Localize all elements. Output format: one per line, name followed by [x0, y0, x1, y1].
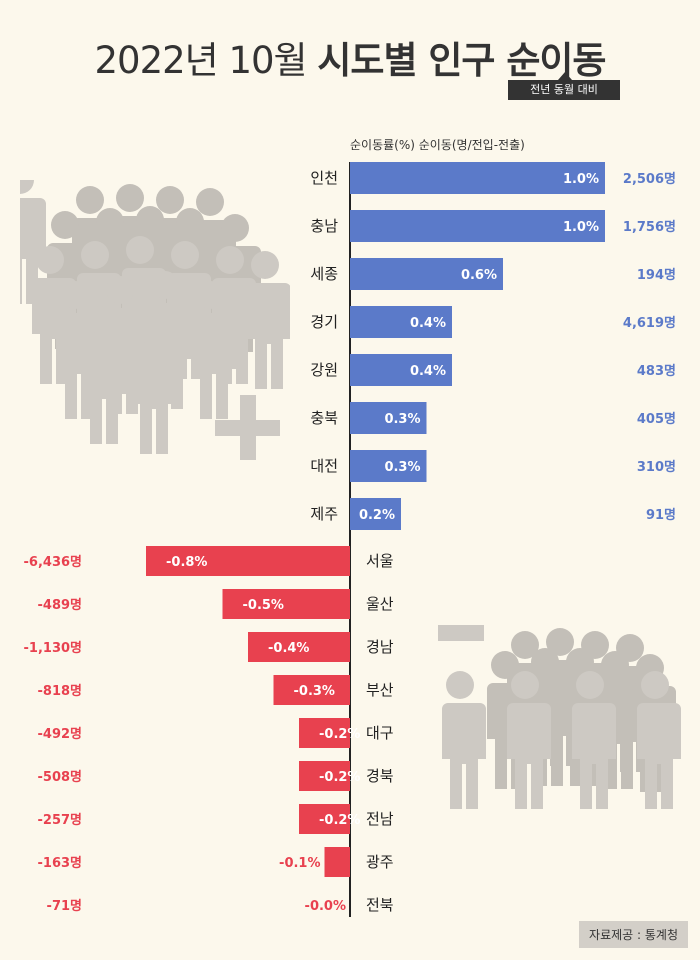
category-label-경기: 경기	[310, 313, 338, 331]
title-date: 2022년 10월	[94, 39, 318, 82]
count-label-인천: 2,506명	[623, 171, 676, 187]
category-label-울산: 울산	[366, 595, 394, 613]
rate-label-경북: -0.2%	[319, 770, 360, 785]
chart-axis	[349, 162, 351, 917]
count-label-세종: 194명	[637, 267, 676, 283]
bar-경남	[248, 632, 350, 662]
count-label-울산: -489명	[38, 597, 83, 613]
bar-광주	[324, 847, 350, 877]
people-crowd-plus-icon	[20, 180, 290, 460]
rate-label-서울: -0.8%	[166, 555, 207, 570]
category-label-강원: 강원	[310, 361, 338, 379]
rate-label-충남: 1.0%	[563, 220, 599, 235]
rate-label-전북: -0.0%	[305, 899, 346, 914]
rate-label-부산: -0.3%	[294, 684, 335, 699]
count-label-경남: -1,130명	[24, 640, 82, 656]
category-label-부산: 부산	[366, 681, 394, 699]
bar-충북	[350, 402, 427, 434]
category-label-충남: 충남	[310, 217, 338, 235]
count-label-경북: -508명	[38, 769, 83, 785]
count-label-전북: -71명	[47, 898, 82, 914]
count-label-경기: 4,619명	[623, 315, 676, 331]
category-label-경북: 경북	[366, 767, 394, 785]
bar-충남	[350, 210, 605, 242]
bar-세종	[350, 258, 503, 290]
rate-label-강원: 0.4%	[410, 364, 446, 379]
bar-제주	[350, 498, 401, 530]
column-header: 순이동률(%) 순이동(명/전입-전출)	[350, 138, 525, 152]
rate-label-대전: 0.3%	[384, 460, 420, 475]
count-label-대구: -492명	[38, 726, 83, 742]
bar-강원	[350, 354, 452, 386]
category-label-대전: 대전	[310, 457, 338, 475]
source-note: 자료제공 : 통계청	[579, 921, 688, 948]
category-label-전북: 전북	[366, 896, 394, 914]
category-label-세종: 세종	[310, 265, 338, 283]
bar-경기	[350, 306, 452, 338]
count-label-광주: -163명	[38, 855, 83, 871]
people-crowd-minus-icon	[438, 625, 681, 809]
bar-대전	[350, 450, 427, 482]
category-label-서울: 서울	[366, 552, 394, 570]
rate-label-세종: 0.6%	[461, 268, 497, 283]
bar-전남	[299, 804, 350, 834]
rate-label-경남: -0.4%	[268, 641, 309, 656]
rate-label-경기: 0.4%	[410, 316, 446, 331]
count-label-전남: -257명	[38, 812, 83, 828]
bar-울산	[222, 589, 350, 619]
count-label-강원: 483명	[637, 363, 676, 379]
category-label-광주: 광주	[366, 853, 394, 871]
category-label-경남: 경남	[366, 638, 394, 656]
bar-대구	[299, 718, 350, 748]
count-label-충북: 405명	[637, 411, 676, 427]
rate-label-인천: 1.0%	[563, 172, 599, 187]
category-label-전남: 전남	[366, 810, 394, 828]
bar-경북	[299, 761, 350, 791]
category-label-제주: 제주	[310, 505, 338, 523]
rate-label-제주: 0.2%	[359, 508, 395, 523]
bar-서울	[146, 546, 350, 576]
rate-label-전남: -0.2%	[319, 813, 360, 828]
bar-부산	[273, 675, 350, 705]
bar-인천	[350, 162, 605, 194]
rate-label-대구: -0.2%	[319, 727, 360, 742]
count-label-부산: -818명	[38, 683, 83, 699]
minus-icon	[438, 625, 484, 641]
count-label-대전: 310명	[637, 459, 676, 475]
rate-label-울산: -0.5%	[243, 598, 284, 613]
count-label-충남: 1,756명	[623, 219, 676, 235]
count-label-서울: -6,436명	[24, 554, 82, 570]
rate-label-광주: -0.1%	[279, 856, 320, 871]
category-label-인천: 인천	[310, 169, 338, 187]
category-label-대구: 대구	[366, 724, 394, 742]
chart-title: 2022년 10월 시도별 인구 순이동	[0, 30, 700, 84]
subtitle-badge: 전년 동월 대비	[508, 72, 620, 100]
count-label-제주: 91명	[646, 507, 676, 523]
category-label-충북: 충북	[310, 409, 338, 427]
rate-label-충북: 0.3%	[384, 412, 420, 427]
